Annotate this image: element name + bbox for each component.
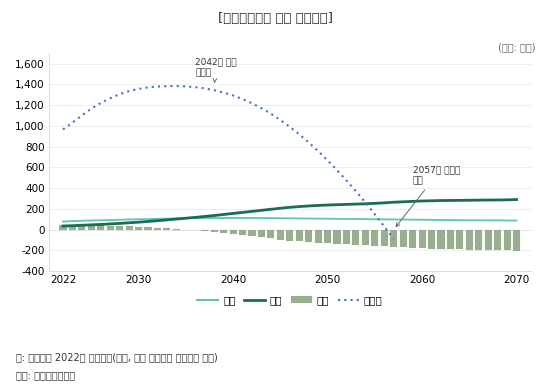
Bar	[419, 229, 426, 248]
Bar	[456, 229, 464, 250]
Bar	[154, 228, 161, 229]
Bar	[504, 229, 510, 250]
Text: 2042년 최대
적립금: 2042년 최대 적립금	[195, 58, 237, 83]
Legend: 수입, 지출, 수지, 적립금: 수입, 지출, 수지, 적립금	[193, 291, 387, 310]
Bar	[78, 225, 85, 229]
Bar	[305, 229, 312, 242]
Bar	[229, 229, 236, 234]
Text: 자료: 국회예산정책처: 자료: 국회예산정책처	[16, 370, 76, 380]
Bar	[88, 225, 95, 229]
Bar	[201, 229, 208, 231]
Bar	[145, 227, 152, 229]
Bar	[475, 229, 482, 250]
Bar	[466, 229, 473, 250]
Bar	[513, 229, 520, 251]
Bar	[192, 229, 199, 230]
Bar	[286, 229, 293, 241]
Bar	[135, 227, 142, 229]
Bar	[315, 229, 322, 243]
Bar	[494, 229, 501, 250]
Bar	[267, 229, 274, 238]
Bar	[353, 229, 360, 245]
Bar	[390, 229, 397, 247]
Bar	[381, 229, 388, 246]
Bar	[296, 229, 303, 241]
Bar	[97, 226, 104, 229]
Bar	[163, 228, 170, 229]
Bar	[485, 229, 492, 250]
Bar	[116, 226, 123, 229]
Bar	[371, 229, 378, 245]
Bar	[239, 229, 246, 235]
Bar	[125, 226, 133, 229]
Bar	[277, 229, 284, 240]
Bar	[343, 229, 350, 244]
Text: (단위: 조원): (단위: 조원)	[498, 42, 536, 52]
Bar	[409, 229, 416, 248]
Text: 주: 전망액은 2022년 불변가격(다만, 최대 적립금은 경상가격 기준): 주: 전망액은 2022년 불변가격(다만, 최대 적립금은 경상가격 기준)	[16, 352, 218, 362]
Bar	[69, 225, 76, 229]
Bar	[362, 229, 369, 245]
Text: 2057년 적립금
소진: 2057년 적립금 소진	[396, 166, 460, 227]
Bar	[447, 229, 454, 249]
Bar	[211, 229, 218, 232]
Bar	[428, 229, 435, 249]
Bar	[107, 226, 114, 229]
Text: [국민연금기금 장기 재정전망]: [국민연금기금 장기 재정전망]	[217, 12, 333, 25]
Bar	[249, 229, 256, 236]
Bar	[59, 225, 67, 229]
Bar	[400, 229, 406, 247]
Bar	[437, 229, 444, 249]
Bar	[258, 229, 265, 237]
Bar	[220, 229, 227, 233]
Bar	[333, 229, 340, 244]
Bar	[324, 229, 331, 243]
